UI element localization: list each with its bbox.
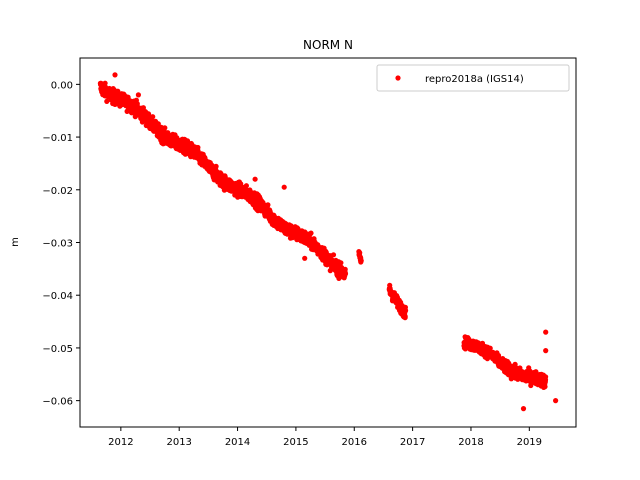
data-point — [330, 252, 337, 258]
y-tick-label: −0.04 — [42, 291, 73, 302]
y-tick-label: −0.01 — [42, 133, 73, 144]
data-point — [302, 255, 308, 261]
legend-marker — [395, 75, 401, 81]
data-point — [338, 260, 344, 266]
data-point — [112, 72, 118, 78]
data-point — [403, 307, 409, 314]
data-point — [162, 125, 168, 131]
data-point — [402, 313, 408, 320]
y-tick-label: 0.00 — [51, 80, 73, 91]
chart-title: NORM N — [303, 38, 353, 52]
data-point — [265, 202, 271, 208]
y-tick-label: −0.05 — [42, 344, 73, 355]
data-point — [542, 384, 548, 390]
x-tick-label: 2015 — [283, 437, 308, 448]
x-tick-label: 2016 — [342, 437, 367, 448]
y-axis-label: m — [10, 237, 21, 247]
x-tick-label: 2014 — [225, 437, 250, 448]
data-point — [342, 266, 348, 272]
data-point — [487, 345, 493, 351]
x-tick-label: 2019 — [517, 437, 542, 448]
x-tick-label: 2018 — [458, 437, 483, 448]
y-tick-label: −0.03 — [42, 239, 73, 250]
data-point — [252, 176, 258, 182]
x-axis: 2012 2013 2014 2015 2016 2017 2018 2019 — [108, 427, 542, 448]
y-axis: 0.00 −0.01 −0.02 −0.03 −0.04 −0.05 −0.06 — [42, 80, 80, 408]
data-point — [184, 138, 191, 144]
legend-box — [376, 64, 570, 92]
x-tick-label: 2013 — [166, 437, 191, 448]
data-point — [543, 374, 549, 380]
data-point — [358, 258, 364, 264]
data-point — [342, 270, 349, 277]
data-point — [308, 230, 314, 236]
data-point — [150, 114, 156, 120]
data-point — [520, 406, 527, 412]
legend-label: repro2018a (IGS14) — [425, 74, 524, 85]
x-tick-label: 2012 — [108, 437, 133, 448]
data-point — [543, 348, 549, 354]
x-tick-label: 2017 — [400, 437, 425, 448]
data-point — [243, 183, 249, 189]
data-point — [543, 329, 549, 335]
y-tick-label: −0.02 — [42, 186, 73, 197]
data-point — [281, 184, 287, 190]
data-point — [135, 92, 141, 98]
data-point — [213, 163, 219, 169]
data-point — [357, 250, 363, 256]
data-points — [97, 72, 559, 412]
data-point — [553, 398, 559, 404]
y-tick-label: −0.06 — [42, 397, 73, 408]
data-point — [102, 80, 108, 86]
legend: repro2018a (IGS14) — [376, 64, 570, 92]
data-point — [104, 98, 110, 104]
